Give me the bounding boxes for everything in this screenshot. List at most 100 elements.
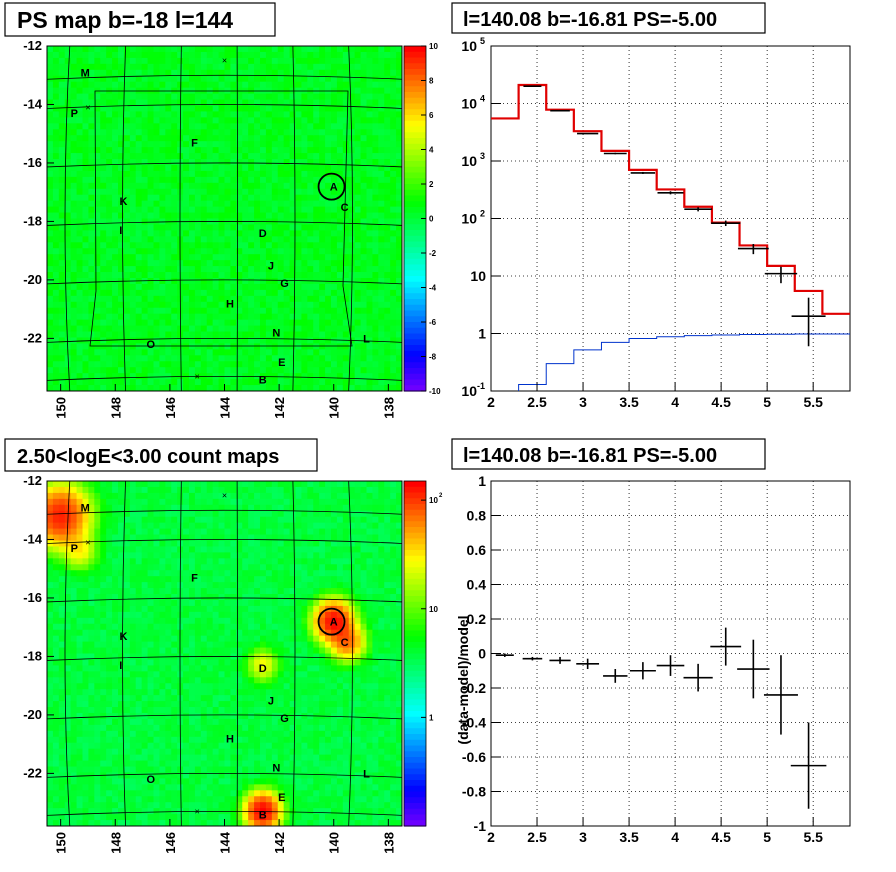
heatmap-cell — [141, 69, 149, 77]
heatmap-cell — [94, 599, 101, 607]
heatmap-cell — [301, 81, 308, 89]
heatmap-cell — [52, 552, 60, 559]
heatmap-cell — [206, 200, 214, 208]
heatmap-cell — [88, 188, 95, 196]
heatmap-cell — [58, 802, 66, 809]
heatmap-cell — [70, 46, 78, 53]
heatmap-cell — [123, 349, 131, 356]
heatmap-cell — [218, 141, 226, 148]
heatmap-cell — [165, 51, 172, 59]
heatmap-cell — [248, 337, 255, 345]
heatmap-cell — [123, 99, 131, 107]
heatmap-cell — [230, 176, 237, 184]
heatmap-cell — [271, 272, 279, 279]
heatmap-cell — [52, 373, 60, 380]
heatmap-cell — [118, 337, 125, 345]
heatmap-cell — [194, 319, 202, 327]
heatmap-cell — [165, 778, 172, 785]
heatmap-cell — [135, 677, 143, 684]
heatmap-cell — [390, 206, 397, 214]
heatmap-cell — [47, 599, 54, 607]
heatmap-cell — [82, 540, 90, 548]
heatmap-cell — [82, 611, 90, 619]
heatmap-cell — [123, 260, 131, 267]
heatmap-cell — [52, 730, 60, 738]
heatmap-cell — [106, 814, 113, 821]
heatmap-cell — [70, 57, 78, 65]
heatmap-cell — [70, 218, 78, 226]
heatmap-cell — [52, 665, 60, 672]
heatmap-cell — [212, 230, 220, 237]
source-label: E — [278, 357, 285, 369]
heatmap-cell — [171, 546, 178, 553]
heatmap-cell — [236, 164, 243, 172]
heatmap-cell — [58, 647, 66, 655]
heatmap-cell — [372, 289, 379, 297]
heatmap-cell — [106, 772, 113, 780]
heatmap-cell — [212, 200, 220, 208]
heatmap-cell — [289, 63, 297, 71]
heatmap-cell — [129, 313, 137, 321]
heatmap-cell — [70, 301, 78, 309]
heatmap-cell — [82, 808, 90, 815]
heatmap-cell — [100, 802, 107, 809]
heatmap-cell — [265, 325, 273, 333]
heatmap-cell — [141, 611, 149, 619]
heatmap-cell — [88, 307, 95, 315]
heatmap-cell — [47, 695, 54, 702]
heatmap-cell — [230, 224, 237, 231]
heatmap-cell — [248, 63, 255, 71]
heatmap-cell — [159, 355, 166, 362]
heatmap-cell — [248, 260, 255, 267]
heatmap-cell — [88, 99, 95, 107]
heatmap-cell — [301, 266, 308, 273]
heatmap-cell — [118, 796, 125, 803]
heatmap-cell — [52, 254, 60, 261]
heatmap-cell — [135, 540, 143, 548]
heatmap-cell — [88, 742, 95, 750]
heatmap-cell — [47, 337, 54, 345]
heatmap-cell — [336, 129, 344, 136]
heatmap-cell — [82, 170, 90, 178]
heatmap-cell — [94, 182, 101, 190]
heatmap-cell — [159, 576, 166, 583]
heatmap-cell — [206, 159, 214, 166]
heatmap-cell — [236, 301, 243, 309]
heatmap-cell — [283, 224, 291, 231]
heatmap-cell — [58, 99, 66, 107]
heatmap-cell — [248, 272, 255, 279]
heatmap-cell — [141, 712, 149, 720]
heatmap-cell — [260, 159, 267, 166]
heatmap-cell — [165, 153, 172, 160]
heatmap-cell — [331, 272, 338, 279]
heatmap-cell — [135, 689, 143, 696]
heatmap-cell — [177, 57, 184, 65]
heatmap-cell — [189, 129, 196, 136]
heatmap-cell — [47, 230, 54, 237]
heatmap-cell — [289, 254, 297, 261]
heatmap-cell — [360, 176, 368, 184]
heatmap-cell — [384, 301, 391, 309]
heatmap-cell — [153, 188, 161, 196]
heatmap-cell — [82, 81, 90, 89]
heatmap-cell — [94, 748, 101, 756]
heatmap-cell — [94, 236, 101, 243]
heatmap-cell — [254, 277, 261, 285]
heatmap-cell — [254, 319, 261, 327]
heatmap-cell — [189, 379, 196, 386]
heatmap-cell — [366, 343, 374, 350]
heatmap-cell — [118, 93, 125, 101]
heatmap-cell — [94, 647, 101, 655]
heatmap-cell — [265, 337, 273, 345]
heatmap-cell — [159, 283, 166, 291]
heatmap-cell — [47, 802, 54, 809]
heatmap-cell — [106, 534, 113, 542]
heatmap-cell — [307, 355, 314, 362]
heatmap-cell — [260, 46, 267, 53]
heatmap-cell — [295, 248, 303, 255]
heatmap-cell — [153, 540, 161, 548]
heatmap-cell — [313, 81, 320, 89]
heatmap-cell — [307, 236, 314, 243]
heatmap-cell — [165, 570, 172, 577]
heatmap-cell — [106, 635, 113, 643]
